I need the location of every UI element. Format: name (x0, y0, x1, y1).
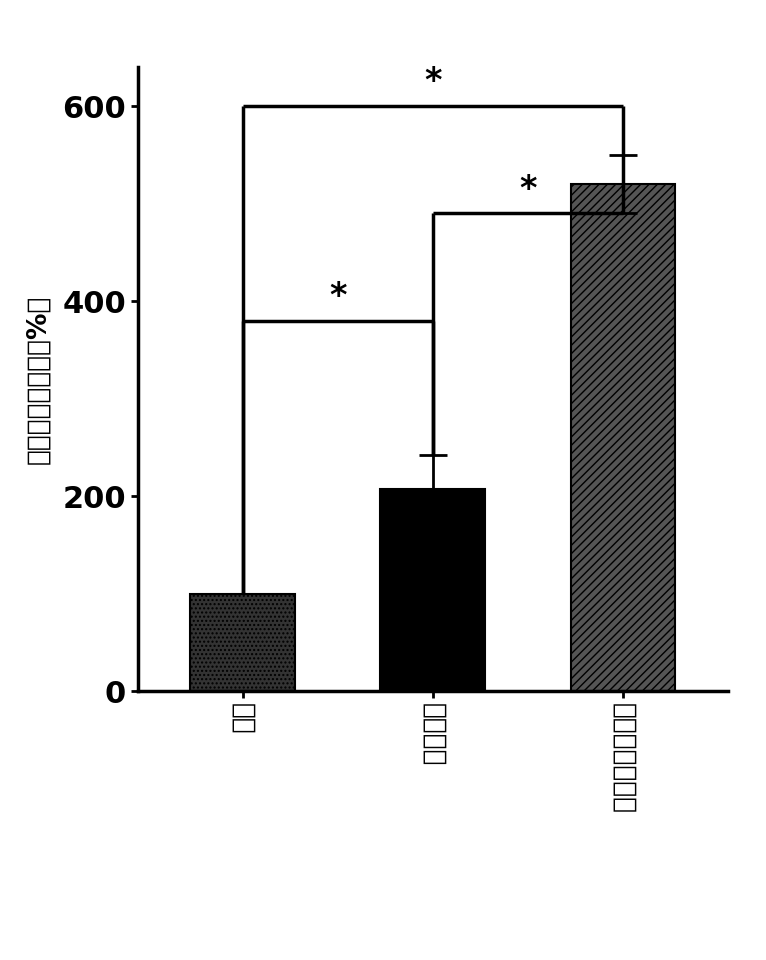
Text: *: * (424, 65, 441, 98)
Bar (190, 593, 295, 691)
Text: *: * (329, 280, 346, 313)
Text: *: * (519, 173, 537, 205)
Bar (571, 184, 676, 691)
Y-axis label: 蛋白相对表达量（%）: 蛋白相对表达量（%） (25, 295, 51, 464)
Bar (381, 490, 485, 691)
